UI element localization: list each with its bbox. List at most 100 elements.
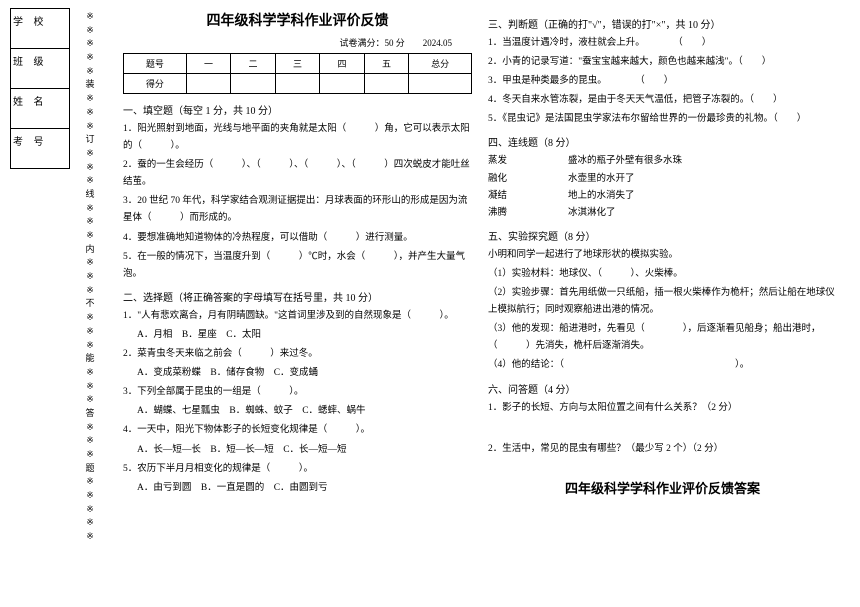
- cutline-char: ※: [86, 121, 94, 133]
- exam-title: 四年级科学学科作业评价反馈: [123, 10, 472, 30]
- sec6-title: 六、问答题（4 分）: [488, 381, 837, 396]
- cutline-char: ※: [86, 490, 94, 502]
- cutline-char: ※: [86, 381, 94, 393]
- sec3-q2: 2．小青的记录写道："蚕宝宝越来越大，颜色也越来越浅"。（ ）: [488, 54, 837, 71]
- match-row: 融化水壶里的水开了: [488, 171, 837, 188]
- cutline-char: ※: [86, 504, 94, 516]
- match-left: 融化: [488, 171, 568, 188]
- examno-label: 考 号: [11, 129, 70, 169]
- cutline-char: ※: [86, 66, 94, 78]
- name-label: 姓 名: [11, 89, 70, 129]
- sec1-q4: 4．要想准确地知道物体的冷热程度，可以借助（ ）进行测量。: [123, 230, 472, 247]
- sec2-q5-opts: A．由亏到圆 B．一直是圆的 C．由圆到亏: [123, 480, 472, 497]
- sec2-q5: 5．农历下半月月相变化的规律是（ ）。: [123, 461, 472, 478]
- cutline-char: ※: [86, 449, 94, 461]
- sec5-title: 五、实验探究题（8 分）: [488, 228, 837, 243]
- sec5-q3: （3）他的发现：船进港时，先看见（ ），后逐渐看见船身；船出港时，（ ）先消失，…: [488, 321, 837, 355]
- match-left: 凝结: [488, 188, 568, 205]
- cutline-char: ※: [86, 285, 94, 297]
- left-column: 四年级科学学科作业评价反馈 试卷满分：50 分 2024.05 题号一二三四五总…: [115, 10, 480, 597]
- sec1-q5: 5．在一般的情况下，当温度升到（ ）℃时，水会（ ），并产生大量气泡。: [123, 249, 472, 283]
- cutline-char: ※: [86, 11, 94, 23]
- match-right: 地上的水消失了: [568, 188, 635, 205]
- cutline-char: ※: [86, 271, 94, 283]
- sec3-title: 三、判断题（正确的打"√"，错误的打"×"，共 10 分）: [488, 16, 837, 31]
- cutline-char: ※: [86, 257, 94, 269]
- binding-info: 学 校 班 级 姓 名 考 号: [0, 0, 80, 607]
- class-label: 班 级: [11, 49, 70, 89]
- sec2-q1-opts: A．月相 B．星座 C．太阳: [123, 327, 472, 344]
- score-value-cell: [409, 74, 472, 94]
- sec2-q1: 1．"人有悲欢离合，月有阴晴圆缺。"这首词里涉及到的自然现象是（ ）。: [123, 308, 472, 325]
- sec1-title: 一、填空题（每空 1 分，共 10 分）: [123, 102, 472, 117]
- cutline-char: ※: [86, 394, 94, 406]
- content-area: 四年级科学学科作业评价反馈 试卷满分：50 分 2024.05 题号一二三四五总…: [100, 0, 860, 607]
- cutline-char: ※: [86, 517, 94, 529]
- cutline-char: ※: [86, 230, 94, 242]
- sec1-q3: 3．20 世纪 70 年代，科学家结合观测证据提出：月球表面的环形山的形成是因为…: [123, 193, 472, 227]
- sec4-title: 四、连线题（8 分）: [488, 134, 837, 149]
- cutline-char: ※: [86, 203, 94, 215]
- cutline-char: ※: [86, 148, 94, 160]
- match-row: 蒸发盛冰的瓶子外壁有很多水珠: [488, 153, 837, 170]
- sec3-q5: 5．《昆虫记》是法国昆虫学家法布尔留给世界的一份最珍贵的礼物。（ ）: [488, 111, 837, 128]
- cutline-char: 线: [85, 189, 94, 201]
- score-value-cell: [231, 74, 276, 94]
- sec5-q1: （1）实验材料：地球仪、（ ）、火柴棒。: [488, 266, 837, 283]
- sec2-q4: 4．一天中，阳光下物体影子的长短变化规律是（ ）。: [123, 422, 472, 439]
- right-column: 三、判断题（正确的打"√"，错误的打"×"，共 10 分） 1．当温度计遇冷时，…: [480, 10, 845, 597]
- score-value-cell: [364, 74, 409, 94]
- score-value-cell: [320, 74, 365, 94]
- score-value-cell: [275, 74, 320, 94]
- score-value-cell: 得分: [124, 74, 187, 94]
- score-header-cell: 三: [275, 54, 320, 74]
- sec3-q4: 4．冬天自来水管冻裂，是由于冬天天气温低，把管子冻裂的。（ ）: [488, 92, 837, 109]
- answer-title: 四年级科学学科作业评价反馈答案: [488, 478, 837, 497]
- cutline-char: ※: [86, 216, 94, 228]
- cutline-char: 不: [85, 298, 94, 310]
- school-label: 学 校: [11, 9, 70, 49]
- cutline-char: ※: [86, 93, 94, 105]
- match-left: 蒸发: [488, 153, 568, 170]
- sec6-q1: 1．影子的长短、方向与太阳位置之间有什么关系？（2 分）: [488, 400, 837, 417]
- match-right: 盛冰的瓶子外壁有很多水珠: [568, 153, 682, 170]
- match-right: 水壶里的水开了: [568, 171, 635, 188]
- match-row: 凝结地上的水消失了: [488, 188, 837, 205]
- sec2-q2: 2．菜青虫冬天来临之前会（ ）来过冬。: [123, 346, 472, 363]
- cutline-char: 题: [85, 463, 94, 475]
- cutline-char: ※: [86, 175, 94, 187]
- sec5-intro: 小明和同学一起进行了地球形状的模拟实验。: [488, 247, 837, 264]
- match-right: 冰淇淋化了: [568, 205, 616, 222]
- match-row: 沸腾冰淇淋化了: [488, 205, 837, 222]
- cutline-char: 答: [85, 408, 94, 420]
- cut-line: ※※※※※装※※※订※※※线※※※内※※※不※※※能※※※答※※※题※※※※※: [80, 0, 100, 607]
- sec5-q2: （2）实验步骤：首先用纸做一只纸船，插一根火柴棒作为桅杆；然后让船在地球仪上模拟…: [488, 285, 837, 319]
- cutline-char: ※: [86, 435, 94, 447]
- cutline-char: ※: [86, 367, 94, 379]
- sec5-q4: （4）他的结论：（ ）。: [488, 357, 837, 374]
- cutline-char: ※: [86, 326, 94, 338]
- cutline-char: ※: [86, 422, 94, 434]
- score-header-cell: 一: [186, 54, 231, 74]
- score-header-cell: 总分: [409, 54, 472, 74]
- cutline-char: 订: [85, 134, 94, 146]
- score-header-cell: 五: [364, 54, 409, 74]
- cutline-char: ※: [86, 476, 94, 488]
- match-left: 沸腾: [488, 205, 568, 222]
- cutline-char: ※: [86, 107, 94, 119]
- exam-subtitle: 试卷满分：50 分 2024.05: [123, 36, 472, 49]
- cutline-char: ※: [86, 162, 94, 174]
- score-header-cell: 二: [231, 54, 276, 74]
- cutline-char: 能: [85, 353, 94, 365]
- sec2-title: 二、选择题（将正确答案的字母填写在括号里，共 10 分）: [123, 289, 472, 304]
- cutline-char: 内: [85, 244, 94, 256]
- sec1-q2: 2．蚕的一生会经历（ ）、（ ）、（ ）、（ ）四次蜕皮才能吐丝结茧。: [123, 157, 472, 191]
- sec2-q4-opts: A．长—短—长 B．短—长—短 C．长—短—短: [123, 442, 472, 459]
- sec3-q3: 3．甲虫是种类最多的昆虫。 （ ）: [488, 73, 837, 90]
- cutline-char: ※: [86, 531, 94, 543]
- sec2-q3-opts: A．蝴蝶、七星瓢虫 B．蜘蛛、蚊子 C．蟋蟀、蜗牛: [123, 403, 472, 420]
- sec1-q1: 1．阳光照射到地面，光线与地平面的夹角就是太阳（ ）角，它可以表示太阳的（ ）。: [123, 121, 472, 155]
- cutline-char: 装: [85, 79, 94, 91]
- cutline-char: ※: [86, 38, 94, 50]
- match-pairs: 蒸发盛冰的瓶子外壁有很多水珠融化水壶里的水开了凝结地上的水消失了沸腾冰淇淋化了: [488, 153, 837, 221]
